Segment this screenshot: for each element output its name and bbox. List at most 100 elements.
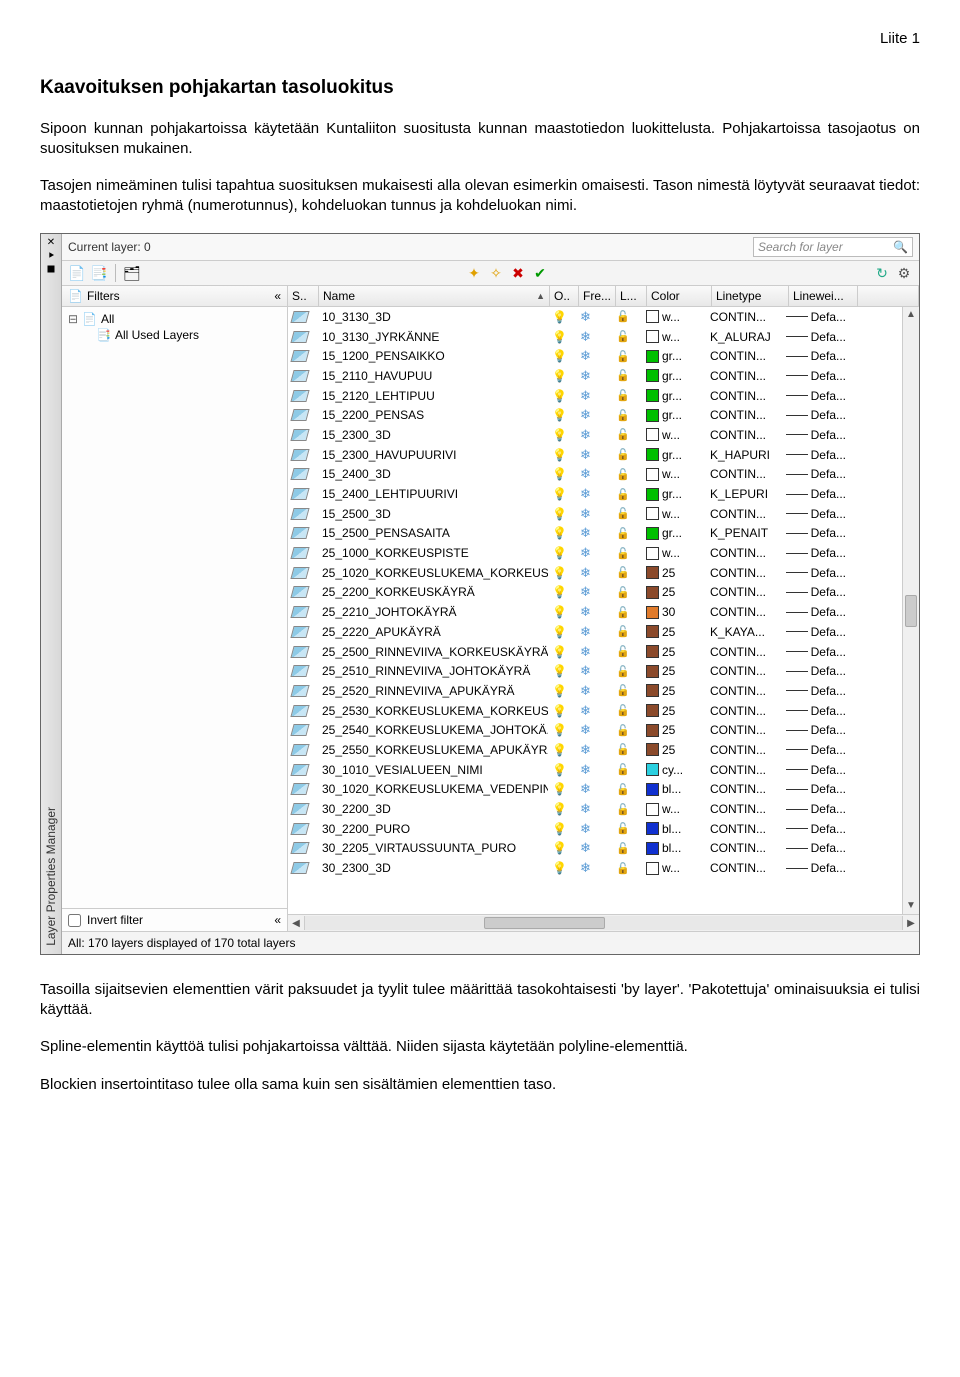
layer-row[interactable]: 10_3130_JYRKÄNNE💡❄🔓w...K_ALURAJ Defa... [288,327,902,347]
lineweight-cell[interactable]: Defa... [782,743,850,757]
freeze-icon[interactable]: ❄ [580,584,591,600]
color-swatch[interactable] [646,842,659,855]
color-swatch[interactable] [646,665,659,678]
freeze-icon[interactable]: ❄ [580,407,591,423]
linetype-cell[interactable]: CONTIN... [706,841,782,855]
lineweight-cell[interactable]: Defa... [782,645,850,659]
lineweight-cell[interactable]: Defa... [782,330,850,344]
freeze-icon[interactable]: ❄ [580,329,591,345]
bulb-icon[interactable]: 💡 [552,566,567,580]
layer-row[interactable]: 25_1020_KORKEUSLUKEMA_KORKEUSP...💡❄🔓25CO… [288,563,902,583]
col-name[interactable]: Name▲ [319,286,550,306]
color-swatch[interactable] [646,310,659,323]
layer-row[interactable]: 15_2400_3D💡❄🔓w...CONTIN... Defa... [288,465,902,485]
lock-icon[interactable]: 🔓 [616,842,630,855]
close-icon[interactable]: ✕ [47,236,55,250]
bulb-icon[interactable]: 💡 [552,585,567,599]
invert-collapse-icon[interactable]: « [274,913,281,927]
invert-filter-row[interactable]: Invert filter « [62,908,287,931]
color-swatch[interactable] [646,822,659,835]
lock-icon[interactable]: 🔓 [616,665,630,678]
linetype-cell[interactable]: CONTIN... [706,704,782,718]
freeze-icon[interactable]: ❄ [580,309,591,325]
lock-icon[interactable]: 🔓 [616,468,630,481]
freeze-icon[interactable]: ❄ [580,840,591,856]
bulb-icon[interactable]: 💡 [552,763,567,777]
bulb-icon[interactable]: 💡 [552,428,567,442]
lock-icon[interactable]: 🔓 [616,350,630,363]
color-swatch[interactable] [646,645,659,658]
filters-header[interactable]: 📄 Filters « [62,286,287,307]
layer-row[interactable]: 30_2300_3D💡❄🔓w...CONTIN... Defa... [288,858,902,878]
lineweight-cell[interactable]: Defa... [782,389,850,403]
linetype-cell[interactable]: CONTIN... [706,467,782,481]
color-swatch[interactable] [646,586,659,599]
layer-row[interactable]: 15_2400_LEHTIPUURIVI💡❄🔓gr...K_LEPURI Def… [288,484,902,504]
layer-row[interactable]: 30_2205_VIRTAUSSUUNTA_PURO💡❄🔓bl...CONTIN… [288,839,902,859]
invert-filter-checkbox[interactable] [68,914,81,927]
bulb-icon[interactable]: 💡 [552,704,567,718]
layer-row[interactable]: 10_3130_3D💡❄🔓w...CONTIN... Defa... [288,307,902,327]
lineweight-cell[interactable]: Defa... [782,408,850,422]
lineweight-cell[interactable]: Defa... [782,585,850,599]
linetype-cell[interactable]: CONTIN... [706,546,782,560]
lineweight-cell[interactable]: Defa... [782,448,850,462]
color-swatch[interactable] [646,527,659,540]
bulb-icon[interactable]: 💡 [552,841,567,855]
linetype-cell[interactable]: CONTIN... [706,684,782,698]
linetype-cell[interactable]: K_LEPURI [706,487,782,501]
col-on[interactable]: O.. [550,286,579,306]
color-swatch[interactable] [646,862,659,875]
lineweight-cell[interactable]: Defa... [782,802,850,816]
lock-icon[interactable]: 🔓 [616,409,630,422]
lock-icon[interactable]: 🔓 [616,369,630,382]
linetype-cell[interactable]: CONTIN... [706,389,782,403]
layer-row[interactable]: 15_2200_PENSAS💡❄🔓gr...CONTIN... Defa... [288,405,902,425]
freeze-icon[interactable]: ❄ [580,722,591,738]
color-swatch[interactable] [646,625,659,638]
new-layer-freeze-icon[interactable]: ✧ [487,264,505,282]
new-layer-icon[interactable]: ✦ [465,264,483,282]
lineweight-cell[interactable]: Defa... [782,861,850,875]
color-swatch[interactable] [646,704,659,717]
lock-icon[interactable]: 🔓 [616,606,630,619]
lock-icon[interactable]: 🔓 [616,862,630,875]
freeze-icon[interactable]: ❄ [580,486,591,502]
layer-row[interactable]: 25_2220_APUKÄYRÄ💡❄🔓25K_KAYA... Defa... [288,622,902,642]
lineweight-cell[interactable]: Defa... [782,566,850,580]
freeze-icon[interactable]: ❄ [580,525,591,541]
horizontal-scrollbar[interactable]: ◀▶ [288,914,919,931]
linetype-cell[interactable]: CONTIN... [706,723,782,737]
bulb-icon[interactable]: 💡 [552,645,567,659]
lineweight-cell[interactable]: Defa... [782,507,850,521]
layer-row[interactable]: 25_2550_KORKEUSLUKEMA_APUKÄYRÄ💡❄🔓25CONTI… [288,740,902,760]
linetype-cell[interactable]: CONTIN... [706,605,782,619]
lock-icon[interactable]: 🔓 [616,822,630,835]
col-lock[interactable]: L... [616,286,647,306]
freeze-icon[interactable]: ❄ [580,506,591,522]
linetype-cell[interactable]: K_KAYA... [706,625,782,639]
layer-row[interactable]: 25_1000_KORKEUSPISTE💡❄🔓w...CONTIN... Def… [288,543,902,563]
lineweight-cell[interactable]: Defa... [782,369,850,383]
color-swatch[interactable] [646,783,659,796]
bulb-icon[interactable]: 💡 [552,546,567,560]
lock-icon[interactable]: 🔓 [616,507,630,520]
color-swatch[interactable] [646,684,659,697]
lineweight-cell[interactable]: Defa... [782,349,850,363]
color-swatch[interactable] [646,488,659,501]
bulb-icon[interactable]: 💡 [552,822,567,836]
freeze-icon[interactable]: ❄ [580,860,591,876]
freeze-icon[interactable]: ❄ [580,545,591,561]
linetype-cell[interactable]: CONTIN... [706,428,782,442]
new-group-icon[interactable]: 📑 [90,264,108,282]
lineweight-cell[interactable]: Defa... [782,467,850,481]
linetype-cell[interactable]: CONTIN... [706,566,782,580]
layer-row[interactable]: 15_2110_HAVUPUU💡❄🔓gr...CONTIN... Defa... [288,366,902,386]
freeze-icon[interactable]: ❄ [580,348,591,364]
linetype-cell[interactable]: CONTIN... [706,743,782,757]
color-swatch[interactable] [646,428,659,441]
lock-icon[interactable]: 🔓 [616,428,630,441]
bulb-icon[interactable]: 💡 [552,605,567,619]
layer-row[interactable]: 15_2500_3D💡❄🔓w...CONTIN... Defa... [288,504,902,524]
bulb-icon[interactable]: 💡 [552,723,567,737]
